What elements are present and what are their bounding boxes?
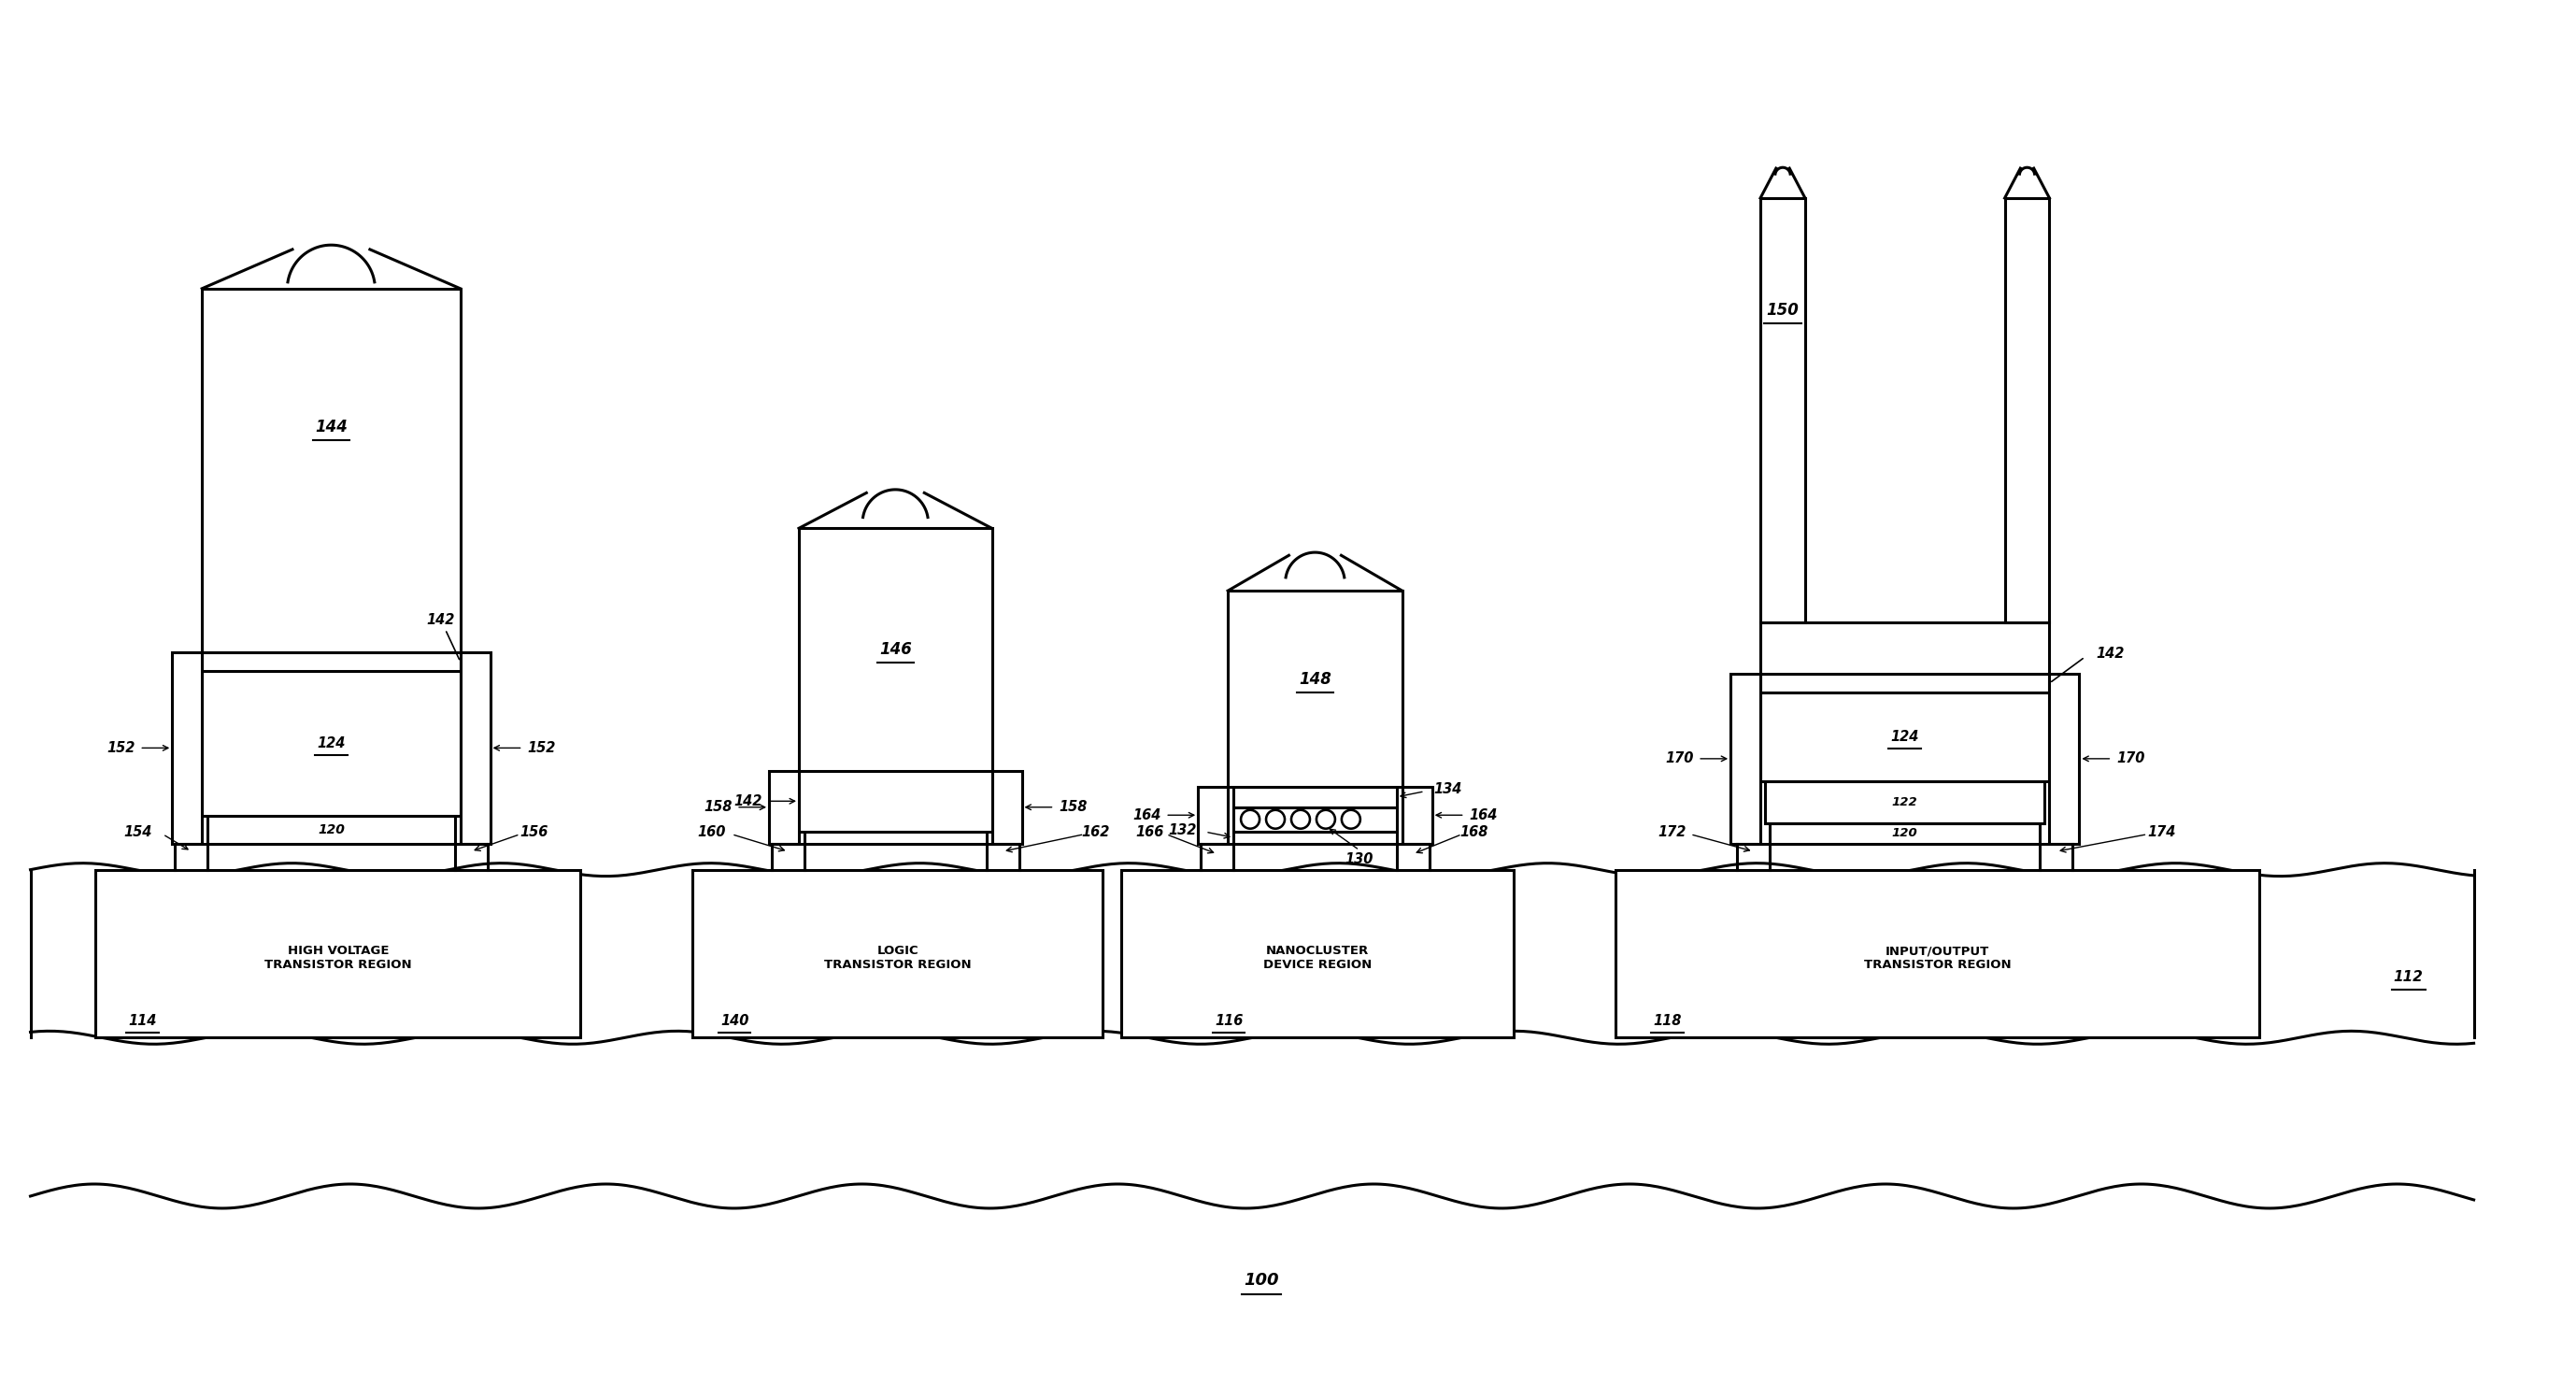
Bar: [1731, 674, 1759, 844]
Text: 124: 124: [1891, 729, 1919, 743]
Bar: [1229, 591, 1401, 786]
Bar: [1401, 786, 1432, 844]
Text: 140: 140: [721, 1014, 750, 1028]
Text: 122: 122: [1891, 796, 1919, 808]
Text: 142: 142: [734, 794, 762, 808]
Text: INPUT/OUTPUT
TRANSISTOR REGION: INPUT/OUTPUT TRANSISTOR REGION: [1865, 945, 2012, 972]
Bar: [1765, 781, 2045, 823]
Bar: [1759, 623, 2050, 674]
Bar: [799, 529, 992, 771]
Text: 100: 100: [1244, 1272, 1278, 1289]
Text: 112: 112: [2393, 970, 2424, 984]
Bar: [1198, 786, 1229, 844]
Text: 120: 120: [317, 823, 345, 836]
Text: 170: 170: [1664, 752, 1692, 765]
Bar: [201, 652, 461, 671]
Text: 130: 130: [1345, 853, 1373, 866]
Text: 142: 142: [428, 613, 459, 659]
Bar: [209, 815, 456, 844]
Text: 172: 172: [1656, 825, 1685, 839]
Text: 158: 158: [1059, 800, 1087, 814]
Bar: [1121, 869, 1512, 1038]
Text: 160: 160: [698, 825, 726, 839]
Text: 124: 124: [317, 736, 345, 750]
Bar: [173, 652, 201, 844]
Bar: [770, 771, 799, 844]
Text: 116: 116: [1216, 1014, 1244, 1028]
Text: 114: 114: [129, 1014, 157, 1028]
Text: LOGIC
TRANSISTOR REGION: LOGIC TRANSISTOR REGION: [824, 945, 971, 972]
Bar: [1770, 823, 2040, 844]
Text: 162: 162: [1082, 825, 1110, 839]
Bar: [201, 671, 461, 815]
Bar: [693, 869, 1103, 1038]
Text: 152: 152: [528, 740, 556, 756]
Bar: [1234, 786, 1396, 807]
Text: 154: 154: [124, 825, 152, 839]
Bar: [799, 771, 992, 832]
Text: 120: 120: [1891, 828, 1919, 839]
Bar: [201, 289, 461, 652]
Text: 170: 170: [2117, 752, 2146, 765]
Bar: [1234, 832, 1396, 844]
Bar: [1759, 692, 2050, 781]
Bar: [804, 832, 987, 844]
Bar: [1234, 807, 1396, 832]
Text: 156: 156: [520, 825, 549, 839]
Text: 168: 168: [1461, 825, 1489, 839]
Text: 134: 134: [1435, 782, 1463, 796]
Bar: [1615, 869, 2259, 1038]
Text: 142: 142: [2097, 646, 2125, 660]
Text: 174: 174: [2148, 825, 2177, 839]
Text: 158: 158: [703, 800, 732, 814]
Bar: [95, 869, 580, 1038]
Bar: [1759, 674, 2050, 692]
Bar: [461, 652, 489, 844]
Text: 164: 164: [1133, 808, 1162, 822]
Text: 148: 148: [1298, 670, 1332, 688]
Bar: [1759, 198, 1806, 623]
Text: NANOCLUSTER
DEVICE REGION: NANOCLUSTER DEVICE REGION: [1262, 945, 1370, 972]
Bar: [2004, 198, 2050, 623]
Text: 152: 152: [106, 740, 134, 756]
Text: 166: 166: [1136, 825, 1164, 839]
Text: 164: 164: [1468, 808, 1497, 822]
Bar: [992, 771, 1023, 844]
Bar: [2050, 674, 2079, 844]
Text: 150: 150: [1767, 302, 1798, 318]
Text: 146: 146: [878, 641, 912, 657]
Text: HIGH VOLTAGE
TRANSISTOR REGION: HIGH VOLTAGE TRANSISTOR REGION: [265, 945, 412, 972]
Text: 144: 144: [314, 418, 348, 435]
Text: 118: 118: [1654, 1014, 1682, 1028]
Text: 132: 132: [1167, 823, 1195, 837]
